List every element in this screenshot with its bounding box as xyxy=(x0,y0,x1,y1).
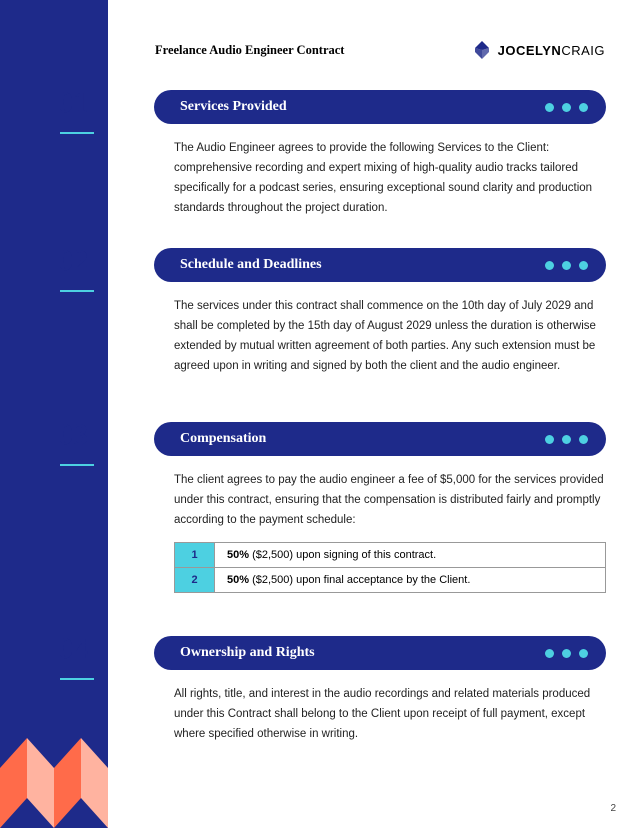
table-row: 2 50% ($2,500) upon final acceptance by … xyxy=(175,568,606,593)
brand-name: JOCELYNCRAIG xyxy=(498,43,605,58)
pill-dots xyxy=(545,261,588,270)
section-body: The Audio Engineer agrees to provide the… xyxy=(174,138,604,219)
section-underline xyxy=(60,290,94,292)
section-compensation: 03 Compensation The client agrees to pay… xyxy=(58,422,606,593)
decorative-chevrons xyxy=(0,738,108,828)
header: Freelance Audio Engineer Contract JOCELY… xyxy=(155,40,605,60)
pill-dots xyxy=(545,649,588,658)
payment-row-number: 2 xyxy=(175,568,215,593)
payment-row-number: 1 xyxy=(175,543,215,568)
section-schedule: 02 Schedule and Deadlines The services u… xyxy=(58,248,606,377)
section-body: The client agrees to pay the audio engin… xyxy=(174,470,604,530)
section-ownership: 04 Ownership and Rights All rights, titl… xyxy=(58,636,606,744)
brand-logo-icon xyxy=(472,40,492,60)
payment-table: 1 50% ($2,500) upon signing of this cont… xyxy=(174,542,606,593)
brand: JOCELYNCRAIG xyxy=(472,40,605,60)
section-heading-pill: Compensation xyxy=(154,422,606,456)
section-title: Schedule and Deadlines xyxy=(180,257,322,273)
section-underline xyxy=(60,132,94,134)
page-number: 2 xyxy=(610,803,616,814)
section-heading-pill: Ownership and Rights xyxy=(154,636,606,670)
section-body: All rights, title, and interest in the a… xyxy=(174,684,604,744)
document-title: Freelance Audio Engineer Contract xyxy=(155,43,344,58)
section-title: Compensation xyxy=(180,431,266,447)
section-number: 01 xyxy=(58,86,102,120)
section-underline xyxy=(60,678,94,680)
section-heading-pill: Schedule and Deadlines xyxy=(154,248,606,282)
section-number: 02 xyxy=(58,244,102,278)
section-number: 04 xyxy=(58,632,102,666)
section-heading-pill: Services Provided xyxy=(154,90,606,124)
section-number: 03 xyxy=(58,418,102,452)
pill-dots xyxy=(545,103,588,112)
section-title: Ownership and Rights xyxy=(180,645,315,661)
section-body: The services under this contract shall c… xyxy=(174,296,604,377)
section-services: 01 Services Provided The Audio Engineer … xyxy=(58,90,606,219)
payment-row-text: 50% ($2,500) upon final acceptance by th… xyxy=(215,568,606,593)
section-underline xyxy=(60,464,94,466)
pill-dots xyxy=(545,435,588,444)
section-title: Services Provided xyxy=(180,99,287,115)
payment-row-text: 50% ($2,500) upon signing of this contra… xyxy=(215,543,606,568)
table-row: 1 50% ($2,500) upon signing of this cont… xyxy=(175,543,606,568)
